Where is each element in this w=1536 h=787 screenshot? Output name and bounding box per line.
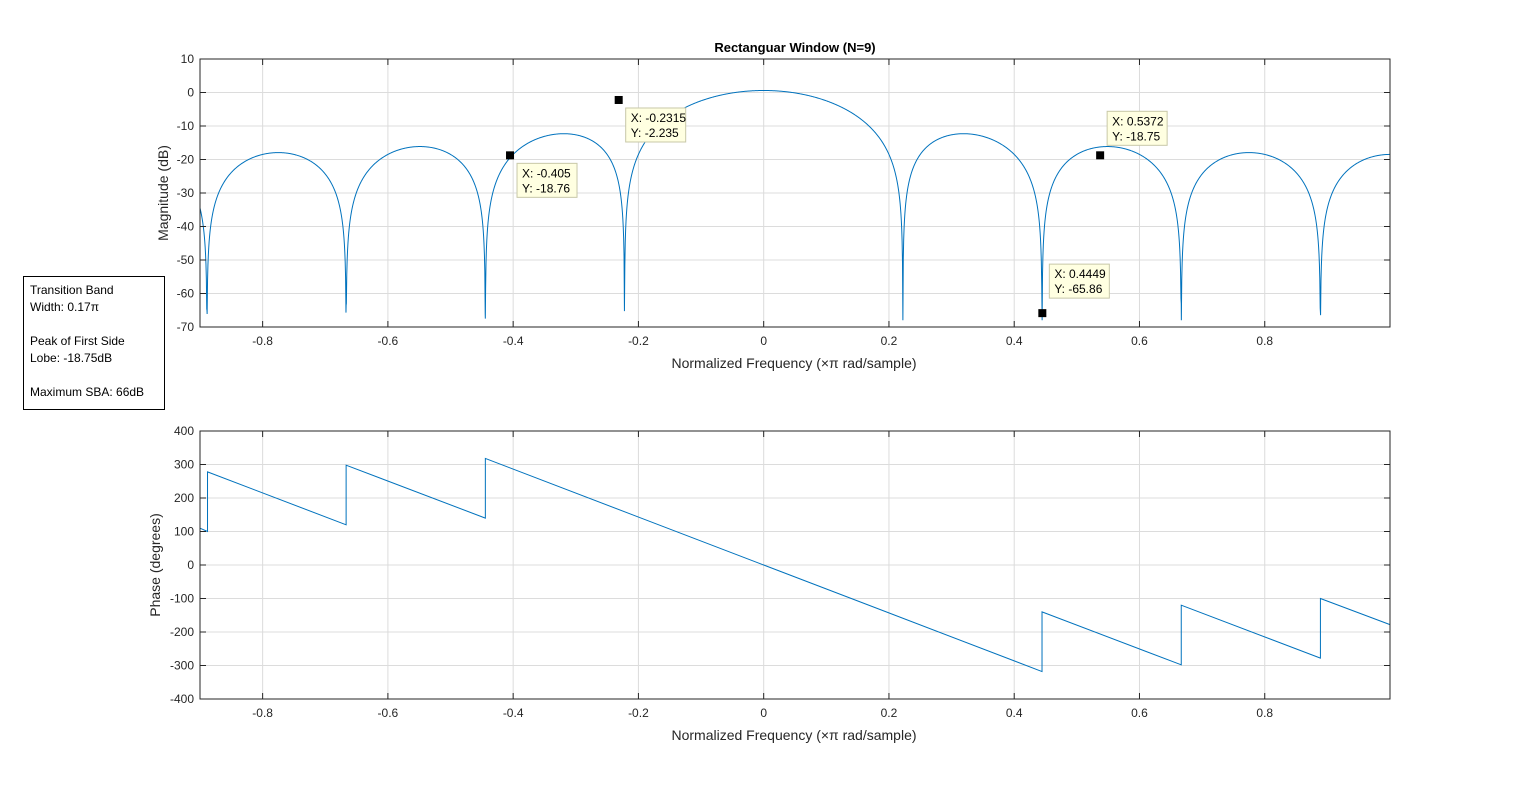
annotation-textbox[interactable]: Transition Band Width: 0.17π Peak of Fir… <box>23 276 165 410</box>
y-tick-label: 300 <box>174 458 194 472</box>
y-tick-label: 400 <box>174 424 194 438</box>
datatip-x-label: X: -0.2315 <box>631 111 687 125</box>
datatip-marker <box>1096 151 1105 160</box>
datatip-marker <box>1038 309 1047 318</box>
datatip-box <box>1048 263 1110 299</box>
x-tick-label: 0.6 <box>1131 706 1148 720</box>
x-tick-label: 0 <box>760 334 767 348</box>
phase-ylabel: Phase (degrees) <box>147 513 163 617</box>
y-tick-label: -50 <box>177 253 195 267</box>
datatip-marker <box>614 95 623 104</box>
datatip-box <box>516 162 578 198</box>
x-tick-label: -0.6 <box>378 334 399 348</box>
datatip-y-label: Y: -2.235 <box>631 126 679 140</box>
datatip-marker <box>506 151 515 160</box>
magnitude-ylabel: Magnitude (dB) <box>155 145 171 241</box>
y-tick-label: -40 <box>177 220 195 234</box>
annotation-line-4: Lobe: -18.75dB <box>30 351 113 365</box>
y-tick-label: -100 <box>170 592 194 606</box>
magnitude-ticks: -0.8 -0.6 -0.4 -0.2 0 0.2 0.4 0.6 0.8 10 0 -10 -20 -3… <box>177 52 1390 348</box>
y-tick-label: -60 <box>177 287 195 301</box>
y-tick-label: 200 <box>174 491 194 505</box>
annotation-line-3: Peak of First Side <box>30 334 125 348</box>
annotation-gap <box>30 367 158 384</box>
x-tick-label: 0 <box>760 706 767 720</box>
x-tick-label: 0.4 <box>1006 706 1023 720</box>
x-tick-label: 0.8 <box>1256 706 1273 720</box>
phase-line <box>199 457 1391 673</box>
y-tick-label: 10 <box>181 52 195 66</box>
y-tick-label: -400 <box>170 692 194 706</box>
datatip-y-label: Y: -18.76 <box>522 181 570 195</box>
x-tick-label: 0.8 <box>1256 334 1273 348</box>
datatip-y-label: Y: -65.86 <box>1054 282 1102 296</box>
annotation-line-1: Transition Band <box>30 283 114 297</box>
datatip-box <box>625 107 687 143</box>
y-tick-label: -20 <box>177 153 195 167</box>
y-tick-label: -200 <box>170 625 194 639</box>
phase-line-group <box>199 457 1391 673</box>
datatip-y-label: Y: -18.75 <box>1112 129 1160 143</box>
y-tick-label: -70 <box>177 320 195 334</box>
magnitude-line-group <box>199 89 1391 321</box>
phase-ticks: -0.8 -0.6 -0.4 -0.2 0 0.2 0.4 0.6 0.8 400 300 200 10… <box>170 424 1390 720</box>
y-tick-label: -10 <box>177 119 195 133</box>
datatip-x-label: X: 0.5372 <box>1112 114 1164 128</box>
annotation-line-5: Maximum SBA: 66dB <box>30 385 145 399</box>
x-tick-label: -0.8 <box>252 706 273 720</box>
x-tick-label: -0.6 <box>378 706 399 720</box>
x-tick-label: -0.2 <box>628 334 649 348</box>
x-tick-label: -0.4 <box>503 706 524 720</box>
y-tick-label: -300 <box>170 659 194 673</box>
x-tick-label: -0.2 <box>628 706 649 720</box>
plot-title: Rectanguar Window (N=9) <box>714 40 875 55</box>
annotation-gap <box>30 316 158 333</box>
x-tick-label: 0.2 <box>881 334 898 348</box>
datatip-x-label: X: -0.405 <box>522 166 571 180</box>
y-tick-label: 0 <box>187 86 194 100</box>
datatip-x-label: X: 0.4449 <box>1054 267 1106 281</box>
x-tick-label: -0.4 <box>503 334 524 348</box>
y-tick-label: 100 <box>174 525 194 539</box>
y-tick-label: -30 <box>177 186 195 200</box>
magnitude-xlabel: Normalized Frequency (×π rad/sample) <box>671 355 916 371</box>
magnitude-line <box>199 89 1391 321</box>
y-tick-label: 0 <box>187 558 194 572</box>
x-tick-label: -0.8 <box>252 334 273 348</box>
annotation-line-2: Width: 0.17π <box>30 300 99 314</box>
datatip-box <box>1106 110 1168 146</box>
phase-xlabel: Normalized Frequency (×π rad/sample) <box>671 727 916 743</box>
x-tick-label: 0.4 <box>1006 334 1023 348</box>
x-tick-label: 0.6 <box>1131 334 1148 348</box>
x-tick-label: 0.2 <box>881 706 898 720</box>
magnitude-axes[interactable]: -0.8 -0.6 -0.4 -0.2 0 0.2 0.4 0.6 0.8 10 0 -10 -20 -3… <box>155 52 1391 371</box>
phase-axes[interactable]: -0.8 -0.6 -0.4 -0.2 0 0.2 0.4 0.6 0.8 400 300 200 10… <box>147 424 1391 743</box>
